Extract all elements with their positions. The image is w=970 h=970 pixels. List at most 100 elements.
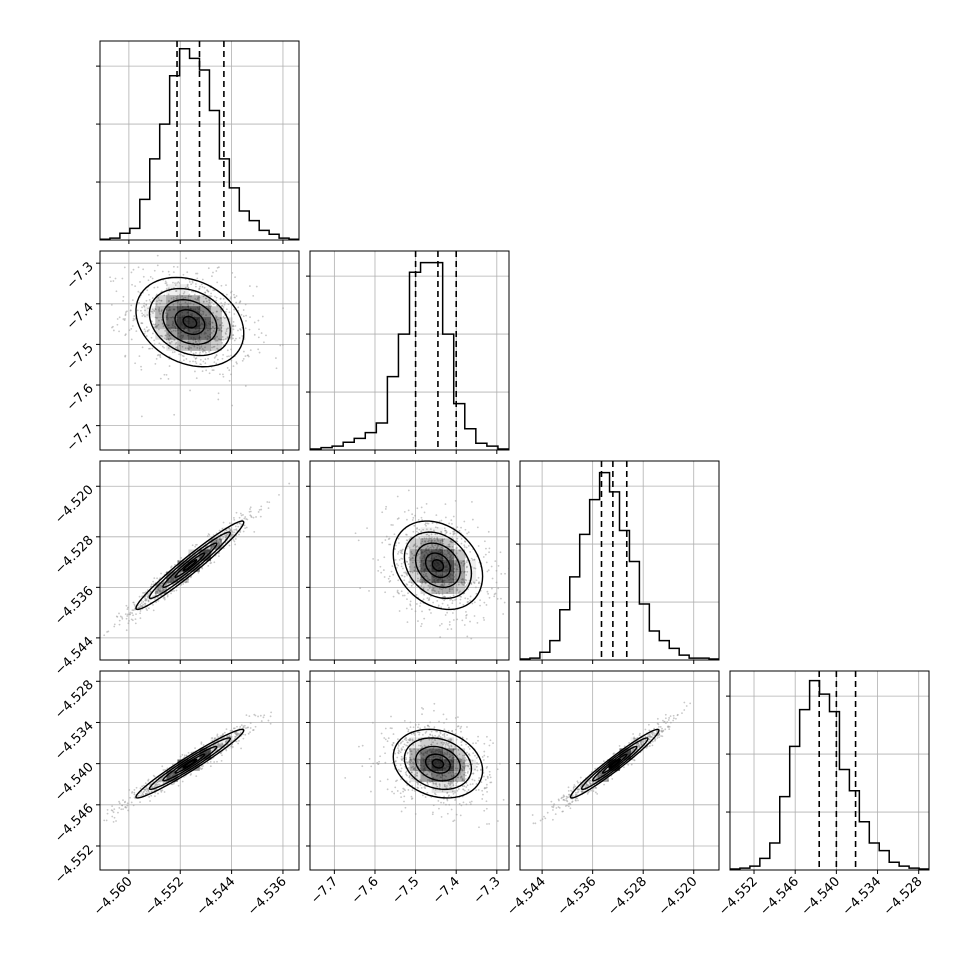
scatter-point	[239, 329, 242, 331]
scatter-point	[412, 516, 415, 519]
scatter-point	[438, 720, 440, 723]
scatter-point	[497, 587, 500, 590]
scatter-point	[169, 328, 172, 331]
y-tick-label: −4.534	[52, 719, 97, 764]
density-cell	[409, 759, 421, 771]
scatter-point	[230, 530, 233, 532]
scatter-point	[243, 517, 246, 520]
scatter-point	[413, 554, 415, 557]
scatter-point	[394, 752, 397, 755]
scatter-point	[177, 784, 180, 787]
scatter-point	[417, 620, 419, 622]
scatter-point	[449, 738, 452, 740]
scatter-point	[122, 295, 125, 298]
scatter-point	[193, 356, 196, 358]
scatter-point	[156, 590, 158, 593]
scatter-point	[222, 733, 224, 735]
scatter-point	[230, 373, 232, 376]
scatter-point	[248, 715, 251, 718]
scatter-point	[411, 519, 414, 521]
scatter-point	[392, 741, 395, 744]
scatter-point	[379, 565, 382, 568]
density-cell	[409, 560, 421, 572]
scatter-point	[161, 590, 164, 592]
scatter-point	[217, 392, 220, 395]
scatter-point	[133, 603, 136, 606]
scatter-point	[245, 714, 248, 717]
scatter-point	[409, 750, 412, 753]
scatter-point	[479, 599, 481, 602]
scatter-point	[207, 564, 210, 567]
scatter-point	[409, 600, 412, 603]
scatter-point	[464, 771, 467, 774]
scatter-point	[142, 603, 145, 606]
scatter-point	[112, 280, 115, 282]
scatter-point	[180, 570, 183, 573]
scatter-point	[408, 781, 411, 783]
scatter-point	[244, 385, 247, 387]
scatter-point	[457, 749, 460, 751]
scatter-point	[460, 595, 462, 598]
scatter-point	[409, 603, 412, 606]
scatter-point	[238, 337, 241, 339]
scatter-point	[163, 294, 166, 297]
scatter-point	[461, 619, 464, 622]
scatter-point	[233, 293, 235, 296]
scatter-point	[216, 335, 218, 338]
scatter-point	[170, 580, 173, 583]
scatter-point	[109, 276, 112, 279]
scatter-point	[156, 596, 159, 599]
scatter-point	[132, 614, 134, 617]
scatter-point	[441, 790, 444, 792]
scatter-point	[143, 305, 146, 308]
scatter-point	[480, 781, 483, 784]
scatter-point	[460, 562, 463, 564]
scatter-point	[421, 733, 424, 736]
scatter-point	[402, 594, 404, 597]
scatter-point	[448, 803, 451, 806]
scatter-point	[468, 754, 471, 757]
contour-line	[424, 753, 451, 774]
scatter-point	[234, 525, 237, 528]
density-cell	[188, 317, 200, 329]
scatter-point	[421, 538, 424, 540]
scatter-point	[452, 784, 455, 787]
scatter-point	[116, 318, 119, 320]
panel-frame	[99, 40, 300, 241]
density-cell	[155, 317, 167, 329]
scatter-point	[118, 807, 121, 809]
scatter-point	[405, 583, 408, 585]
scatter-point	[456, 781, 459, 783]
scatter-point	[223, 731, 226, 734]
scatter-point	[152, 595, 155, 598]
density-cell	[155, 328, 167, 340]
scatter-point	[420, 585, 422, 587]
scatter-point	[132, 317, 135, 320]
scatter-point	[179, 755, 182, 758]
scatter-point	[456, 789, 459, 792]
scatter-point	[194, 283, 197, 285]
scatter-point	[151, 277, 154, 280]
scatter-point	[407, 789, 410, 791]
scatter-point	[485, 604, 488, 606]
panel-frame	[729, 670, 930, 871]
panel-frame	[309, 670, 510, 871]
y-tick-label: −4.546	[52, 801, 97, 846]
scatter-point	[417, 553, 420, 556]
scatter-point	[443, 795, 446, 798]
scatter-point	[153, 343, 156, 346]
scatter-point	[247, 732, 250, 735]
scatter-point	[137, 794, 140, 797]
scatter-point	[472, 772, 475, 775]
scatter-point	[465, 786, 468, 788]
scatter-point	[202, 360, 205, 363]
scatter-point	[486, 590, 489, 593]
scatter-point	[411, 777, 414, 780]
scatter-point	[242, 350, 245, 353]
scatter-point	[121, 804, 124, 807]
scatter-point	[440, 815, 443, 818]
scatter-point	[216, 734, 219, 737]
scatter-point	[244, 303, 247, 306]
scatter-point	[219, 317, 222, 319]
scatter-point	[131, 609, 134, 612]
